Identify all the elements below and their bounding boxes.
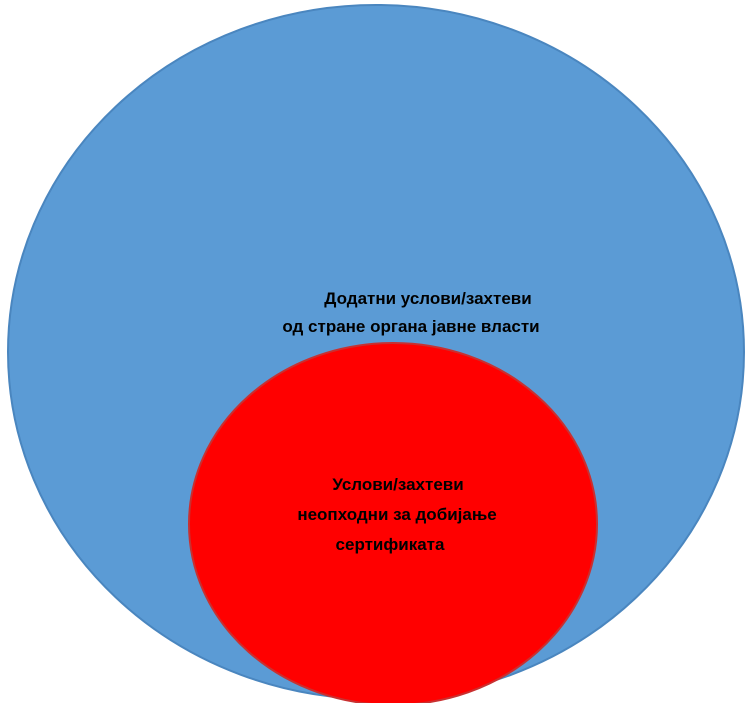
inner-circle-label-line-1: Услови/захтеви	[332, 475, 463, 494]
outer-circle-label-line-1: Додатни услови/захтеви	[324, 289, 531, 308]
inner-circle-label-line-3: сертификата	[336, 535, 445, 554]
inner-circle	[188, 342, 598, 703]
inner-circle-label-line-2: неопходни за добијање	[297, 505, 496, 524]
outer-circle-label-line-2: од стране органа јавне власти	[282, 317, 539, 336]
